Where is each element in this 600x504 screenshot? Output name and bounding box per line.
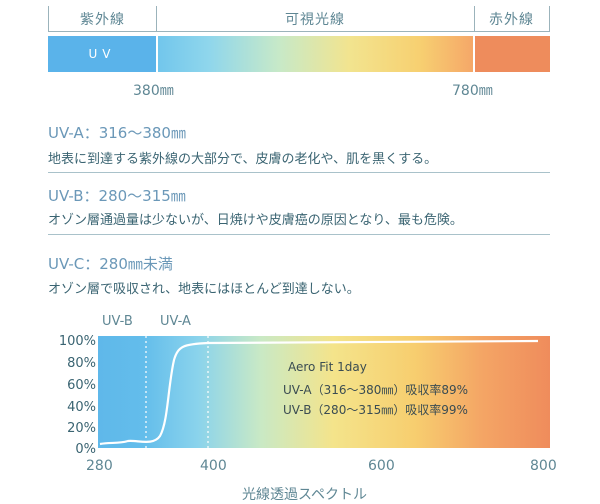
uvc-title: UV-C：280㎜未満 [48,255,173,273]
y-tick-label: 80% [67,356,96,371]
ir-divider [473,36,475,72]
boundary-380-label: 380㎜ [133,83,174,99]
band-uv-label: 紫外線 [80,11,125,28]
x-tick-label: 280 [86,458,113,474]
uva-desc: 地表に到達する紫外線の大部分で、皮膚の老化や、肌を黒くする。 [48,152,438,167]
x-tick-label: 600 [368,458,395,474]
y-tick-label: 0% [75,442,96,457]
legend-product-name: Aero Fit 1day [288,360,367,374]
legend-uvb: UV-B（280～315㎜）吸収率99% [283,403,468,417]
band-uv-header: 紫外線 [48,6,157,32]
uv-block: UV [48,36,156,72]
uv-divider [156,36,158,72]
boundary-780-label: 780㎜ [452,83,493,99]
uva-region-label: UV-A [160,314,191,329]
uvb-region-label: UV-B [102,314,133,329]
uvb-title: UV-B：280～315㎜ [48,187,186,205]
y-tick-label: 40% [67,400,96,415]
separator-2 [48,234,550,235]
band-visible-label: 可視光線 [285,11,345,28]
y-tick-label: 100% [58,334,96,349]
band-visible-header: 可視光線 [156,6,475,32]
uvc-desc: オゾン層で吸収され、地表にはほとんど到達しない。 [48,282,360,297]
legend-uva: UV-A（316～380㎜）吸収率89% [283,383,469,397]
separator-1 [48,172,550,173]
y-tick-label: 20% [67,421,96,436]
x-tick-label: 800 [530,458,557,474]
uva-title: UV-A：316～380㎜ [48,124,186,142]
band-ir-header: 赤外線 [474,6,550,32]
uvb-desc: オゾン層通過量は少ないが、日焼けや皮膚癌の原因となり、最も危険。 [48,213,463,228]
ir-block [474,36,550,72]
band-ir-label: 赤外線 [489,11,534,28]
transmission-curve [99,339,539,446]
x-tick-label: 400 [200,458,227,474]
y-tick-label: 60% [67,378,96,393]
transmission-graph [99,336,539,448]
uv-block-label: UV [88,47,116,61]
graph-x-title: 光線透過スペクトル [242,487,368,503]
transmission-graph-area [98,336,550,448]
